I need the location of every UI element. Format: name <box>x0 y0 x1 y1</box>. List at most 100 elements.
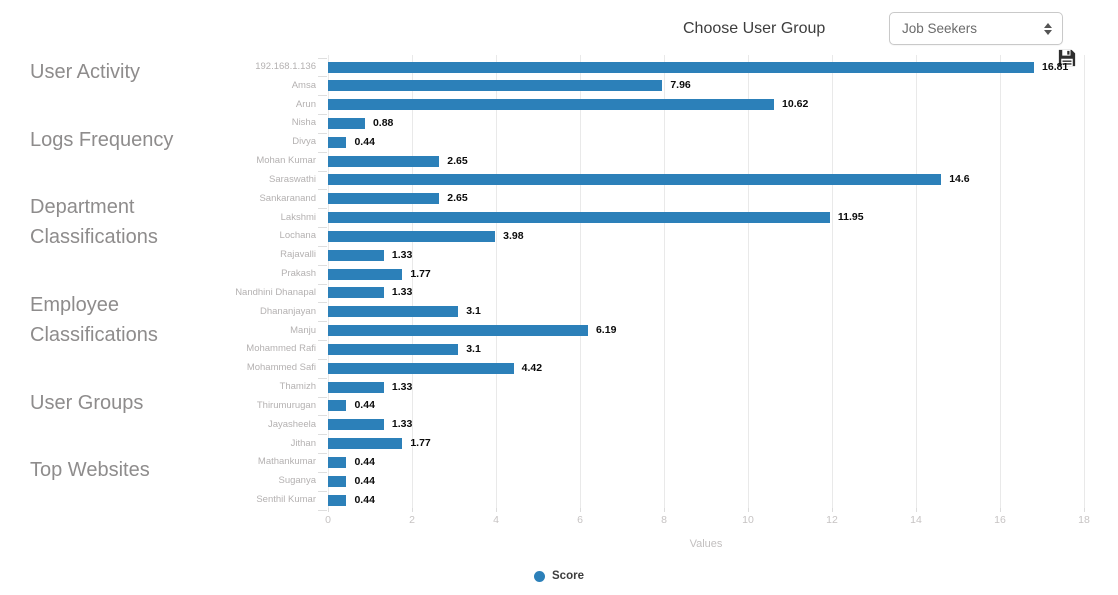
score-bar[interactable] <box>328 438 403 450</box>
category-axis-tick <box>318 415 327 417</box>
score-bar[interactable] <box>328 136 347 148</box>
score-bar[interactable] <box>328 268 403 280</box>
category-label: Jithan <box>290 437 316 449</box>
score-bar[interactable] <box>328 287 384 299</box>
category-label: Mohan Kumar <box>256 155 316 167</box>
category-label: Suganya <box>278 475 316 487</box>
x-axis-tick-label: 12 <box>826 514 838 526</box>
score-bar[interactable] <box>328 343 459 355</box>
score-bar[interactable] <box>328 212 830 224</box>
score-bar[interactable] <box>328 99 775 111</box>
bar-value-label: 14.6 <box>949 173 970 186</box>
x-axis-tick <box>328 508 329 512</box>
x-axis-tick-label: 16 <box>994 514 1006 526</box>
score-bar[interactable] <box>328 249 384 261</box>
score-bar-chart: Values 0 2 4 6 8 10 12 14 16 18 192.168.1.136 16.81… <box>230 55 1090 555</box>
x-axis-tick <box>1084 508 1085 512</box>
bar-value-label: 2.65 <box>447 154 468 167</box>
category-label: Manju <box>290 324 316 336</box>
bar-value-label: 0.44 <box>354 135 375 148</box>
score-bar[interactable] <box>328 325 588 337</box>
category-axis-tick <box>318 95 327 97</box>
x-axis-tick-label: 0 <box>325 514 331 526</box>
score-bar[interactable] <box>328 475 347 487</box>
score-bar[interactable] <box>328 456 347 468</box>
score-bar[interactable] <box>328 80 663 92</box>
x-axis-tick-label: 14 <box>910 514 922 526</box>
bar-value-label: 0.44 <box>354 399 375 412</box>
gridline <box>664 55 665 508</box>
gridline <box>1000 55 1001 508</box>
category-axis-tick <box>318 151 327 153</box>
gridline <box>496 55 497 508</box>
chart-legend: Score <box>0 566 1118 586</box>
gridline <box>328 55 329 508</box>
category-axis-tick <box>318 57 327 59</box>
category-axis-tick <box>318 377 327 379</box>
sidebar-item-employee-classifications[interactable]: Employee Classifications <box>30 294 158 346</box>
x-axis-tick-label: 2 <box>409 514 415 526</box>
category-label: Nandhini Dhanapal <box>235 286 316 298</box>
user-group-select-value: Job Seekers <box>902 21 978 36</box>
bar-value-label: 1.33 <box>391 380 413 393</box>
score-bar[interactable] <box>328 230 496 242</box>
sidebar-item-user-activity[interactable]: User Activity <box>30 61 141 83</box>
legend-score-label[interactable]: Score <box>552 570 584 582</box>
category-label: Mohammed Rafi <box>246 343 316 355</box>
category-label: Thamizh <box>279 381 316 393</box>
score-bar[interactable] <box>328 117 365 129</box>
score-bar[interactable] <box>328 174 942 186</box>
category-axis-tick <box>318 245 327 247</box>
score-bar[interactable] <box>328 494 347 506</box>
x-axis-tick-label: 18 <box>1078 514 1090 526</box>
category-axis-tick <box>318 434 327 436</box>
category-axis-tick <box>318 264 327 266</box>
x-axis-tick <box>664 508 665 512</box>
score-bar[interactable] <box>328 419 384 431</box>
bar-value-label: 1.33 <box>391 248 413 261</box>
category-axis-tick <box>318 227 327 229</box>
x-axis-tick <box>1000 508 1001 512</box>
legend-score-marker-icon[interactable] <box>534 570 546 582</box>
category-label: Amsa <box>291 79 316 91</box>
score-bar[interactable] <box>328 381 384 393</box>
bar-value-label: 6.19 <box>595 324 617 337</box>
x-axis-title: Values <box>689 538 723 550</box>
sidebar-item-top-websites[interactable]: Top Websites <box>30 459 150 481</box>
save-chart-button[interactable] <box>1057 48 1077 68</box>
sidebar-item-department-classifications[interactable]: Department Classifications <box>30 196 158 248</box>
score-bar[interactable] <box>328 400 347 412</box>
category-label: Mohammed Safi <box>246 362 316 374</box>
bar-value-label: 0.44 <box>354 455 375 468</box>
bar-value-label: 2.65 <box>447 192 468 205</box>
gridline <box>748 55 749 508</box>
category-label: Jayasheela <box>267 418 316 430</box>
x-axis-tick-label: 8 <box>661 514 667 526</box>
score-bar[interactable] <box>328 193 440 205</box>
user-group-select[interactable]: Job Seekers <box>889 12 1063 45</box>
sidebar-item-user-groups[interactable]: User Groups <box>30 392 144 414</box>
x-axis-tick <box>496 508 497 512</box>
category-label: Divya <box>292 136 316 148</box>
x-axis-tick <box>412 508 413 512</box>
score-bar[interactable] <box>328 61 1035 73</box>
category-axis-tick <box>318 509 327 511</box>
score-bar[interactable] <box>328 362 514 374</box>
category-label: 192.168.1.136 <box>255 61 316 72</box>
category-label: Mathankumar <box>257 456 316 468</box>
category-axis-tick <box>318 170 327 172</box>
bar-value-label: 1.77 <box>410 267 431 280</box>
category-label: Prakash <box>281 268 316 280</box>
category-label: Saraswathi <box>269 173 316 185</box>
bar-value-label: 0.44 <box>354 493 375 506</box>
x-axis-tick <box>580 508 581 512</box>
score-bar[interactable] <box>328 306 459 318</box>
score-bar[interactable] <box>328 155 440 167</box>
category-axis-tick <box>318 340 327 342</box>
sidebar-item-logs-frequency[interactable]: Logs Frequency <box>30 129 174 151</box>
category-label: Senthil Kumar <box>256 494 316 506</box>
x-axis-tick <box>916 508 917 512</box>
category-label: Nisha <box>291 117 316 129</box>
bar-value-label: 11.95 <box>837 211 864 224</box>
